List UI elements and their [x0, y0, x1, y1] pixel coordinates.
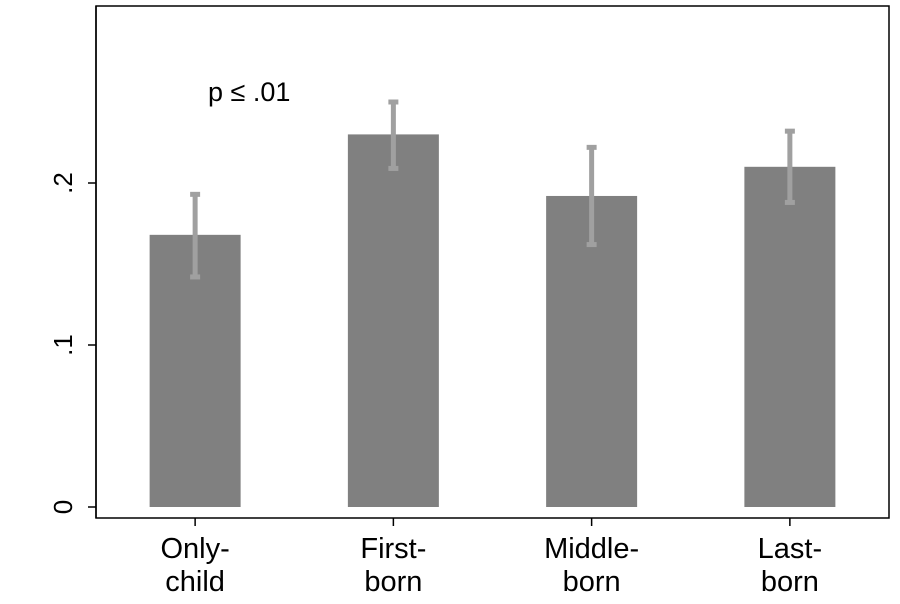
bar-1 — [347, 134, 439, 507]
bar-3 — [744, 166, 836, 508]
x-tick-label-3: Last-born — [758, 533, 822, 598]
bar-0 — [149, 234, 241, 507]
error-bar-3 — [784, 128, 795, 205]
error-bar-2 — [586, 144, 597, 248]
x-tick-label-0: Only-child — [160, 533, 229, 598]
x-axis-labels: Only-child First-born Middle-born Last-born — [160, 518, 822, 598]
error-bars — [190, 99, 795, 280]
bar-2 — [546, 195, 638, 507]
y-tick-label-2: .2 — [48, 172, 78, 194]
x-tick-label-2: Middle-born — [544, 533, 639, 598]
bars — [149, 134, 836, 508]
y-tick-label-0: 0 — [48, 500, 78, 514]
y-tick-label-1: .1 — [48, 334, 78, 356]
error-bar-0 — [190, 191, 201, 280]
x-tick-label-1: First-born — [360, 533, 426, 598]
error-bar-1 — [388, 99, 399, 171]
significance-annotation: p ≤ .01 — [208, 77, 290, 107]
y-axis-ticks: 0 .1 .2 — [48, 172, 96, 514]
